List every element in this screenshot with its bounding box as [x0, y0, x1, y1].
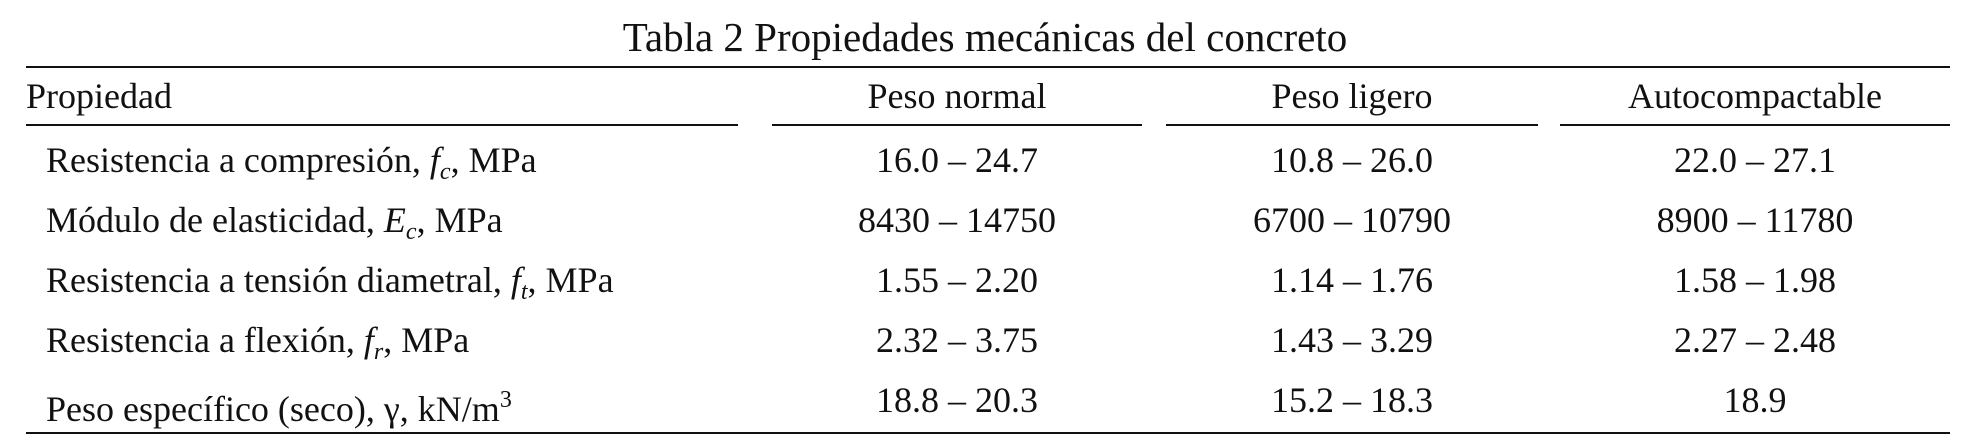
value-self-compacting: 2.27 – 2.48 — [1674, 320, 1836, 360]
table-row: Resistencia a flexión, fr, MPa 2.32 – 3.… — [0, 310, 1970, 370]
property-unit: , kN/m — [399, 389, 500, 429]
value-normal-weight: 1.55 – 2.20 — [876, 260, 1038, 300]
header-rule-light-weight — [1166, 124, 1538, 126]
header-rule-normal-weight — [772, 124, 1142, 126]
property-symbol-subscript: c — [405, 219, 417, 245]
property-symbol: γ — [383, 389, 400, 429]
property-label: Resistencia a tensión diametral, — [46, 260, 511, 300]
property-symbol: f — [363, 320, 374, 360]
row-property: Resistencia a flexión, fr, MPa — [46, 310, 746, 370]
property-label: Resistencia a flexión, — [46, 320, 364, 360]
property-label: Resistencia a compresión, — [46, 140, 430, 180]
property-symbol: f — [510, 260, 521, 300]
table-row: Módulo de elasticidad, Ec, MPa 8430 – 14… — [0, 190, 1970, 250]
property-label: Peso específico (seco), — [46, 389, 384, 429]
property-symbol-subscript: t — [520, 279, 528, 305]
value-normal-weight: 8430 – 14750 — [858, 200, 1056, 240]
property-symbol-subscript: r — [373, 339, 384, 365]
property-unit: , MPa — [383, 320, 470, 360]
table-row: Peso específico (seco), γ, kN/m3 18.8 – … — [0, 370, 1970, 430]
property-symbol: E — [383, 200, 406, 240]
property-unit: , MPa — [527, 260, 614, 300]
value-normal-weight: 16.0 – 24.7 — [876, 140, 1038, 180]
value-light-weight: 6700 – 10790 — [1253, 200, 1451, 240]
property-unit-superscript: 3 — [499, 387, 512, 413]
property-unit: , MPa — [450, 140, 537, 180]
table-row: Resistencia a compresión, fc, MPa 16.0 –… — [0, 130, 1970, 190]
property-unit: , MPa — [416, 200, 503, 240]
row-property: Resistencia a tensión diametral, ft, MPa — [46, 250, 746, 310]
value-self-compacting: 22.0 – 27.1 — [1674, 140, 1836, 180]
property-symbol-subscript: c — [439, 159, 451, 185]
row-property: Peso específico (seco), γ, kN/m3 — [46, 370, 746, 430]
value-self-compacting: 18.9 — [1723, 380, 1787, 420]
value-light-weight: 15.2 – 18.3 — [1271, 380, 1433, 420]
header-property: Propiedad — [26, 76, 172, 116]
value-light-weight: 1.43 – 3.29 — [1271, 320, 1433, 360]
header-rule-property — [26, 124, 738, 126]
row-property: Módulo de elasticidad, Ec, MPa — [46, 190, 746, 250]
property-label: Módulo de elasticidad, — [46, 200, 384, 240]
property-symbol: f — [429, 140, 440, 180]
table-caption: Tabla 2 Propiedades mecánicas del concre… — [622, 14, 1348, 60]
value-normal-weight: 2.32 – 3.75 — [876, 320, 1038, 360]
value-normal-weight: 18.8 – 20.3 — [876, 380, 1038, 420]
value-self-compacting: 8900 – 11780 — [1656, 200, 1854, 240]
header-normal-weight: Peso normal — [867, 76, 1047, 116]
row-property: Resistencia a compresión, fc, MPa — [46, 130, 746, 190]
header-self-compacting: Autocompactable — [1628, 76, 1882, 116]
top-rule — [26, 66, 1950, 68]
value-self-compacting: 1.58 – 1.98 — [1674, 260, 1836, 300]
value-light-weight: 10.8 – 26.0 — [1271, 140, 1433, 180]
value-light-weight: 1.14 – 1.76 — [1271, 260, 1433, 300]
bottom-rule — [26, 432, 1950, 434]
table-row: Resistencia a tensión diametral, ft, MPa… — [0, 250, 1970, 310]
header-rule-self-compacting — [1560, 124, 1950, 126]
header-light-weight: Peso ligero — [1271, 76, 1433, 116]
